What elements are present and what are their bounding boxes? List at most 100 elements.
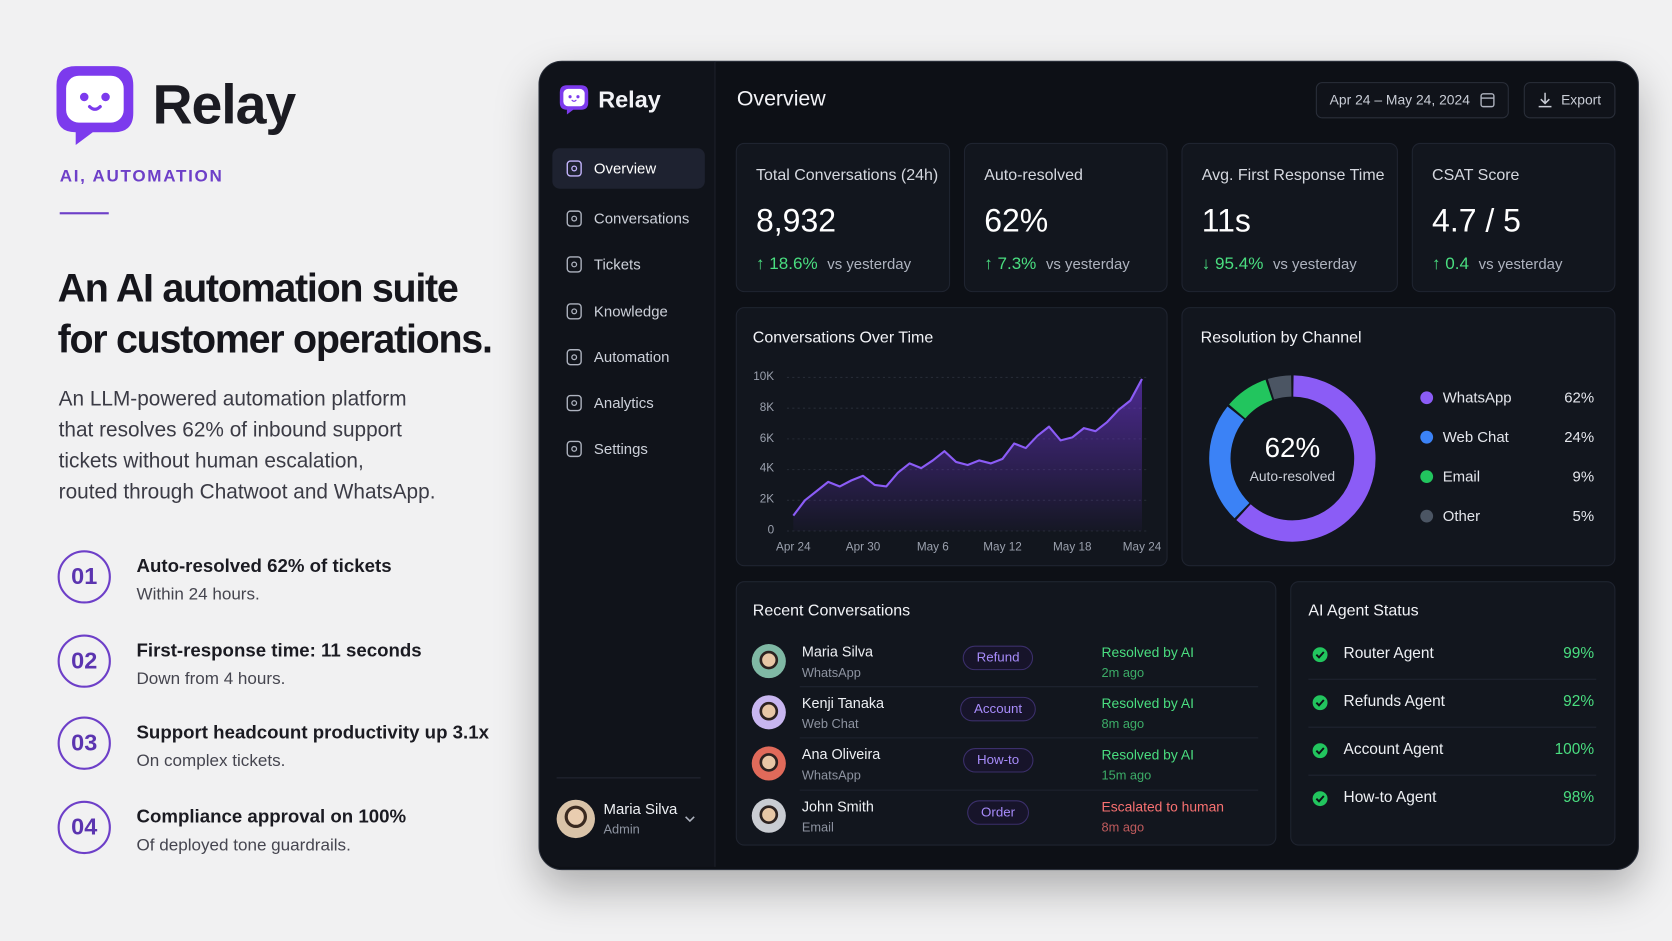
- agents-card: [1290, 581, 1616, 846]
- legend-swatch: [1420, 430, 1434, 444]
- description-line: routed through Chatwoot and WhatsApp.: [58, 480, 436, 504]
- agent-name: Account Agent: [1343, 741, 1444, 759]
- agent-value: 99%: [1563, 645, 1595, 663]
- kpi-label: CSAT Score: [1432, 166, 1520, 185]
- contact-name: Maria Silva: [801, 643, 874, 660]
- highlight-number: 03: [71, 729, 98, 756]
- highlight-subtitle: On complex tickets.: [136, 752, 286, 771]
- contact-avatar-face: [759, 701, 779, 721]
- legend-label: Other: [1442, 507, 1481, 525]
- nav-item[interactable]: Overview: [593, 159, 657, 177]
- sidebar-brand: Relay: [598, 86, 661, 113]
- date-range: Apr 24 – May 24, 2024: [1329, 91, 1470, 108]
- contact-channel: Web Chat: [801, 716, 859, 732]
- donut-center-label: 62%: [1264, 431, 1321, 464]
- kpi-card: [1181, 142, 1398, 293]
- chart-title: Conversations Over Time: [752, 328, 934, 347]
- export-button[interactable]: [1523, 82, 1616, 119]
- highlight-title: First-response time: 11 seconds: [136, 639, 422, 661]
- logo-eye: [568, 95, 572, 99]
- conversation-status: Resolved by AI: [1101, 695, 1194, 712]
- kpi-label: Auto-resolved: [984, 166, 1083, 185]
- nav-item[interactable]: Knowledge: [593, 302, 668, 320]
- kpi-comparison: vs yesterday: [1478, 255, 1563, 273]
- highlight-subtitle: Of deployed tone guardrails.: [136, 836, 351, 855]
- kpi-delta: ↑ 7.3%: [984, 255, 1037, 274]
- status-check: [1312, 695, 1328, 711]
- logo-smile: [87, 105, 102, 111]
- logo-inner: [563, 88, 585, 107]
- sidebar: [539, 61, 716, 867]
- contact-name: Ana Oliveira: [801, 746, 881, 763]
- nav-item[interactable]: Conversations: [593, 209, 690, 227]
- download-icon: [1538, 92, 1552, 108]
- legend-swatch: [1420, 509, 1434, 523]
- date-button[interactable]: [1315, 82, 1509, 119]
- logo-eye: [101, 92, 110, 102]
- highlight-subtitle: Within 24 hours.: [136, 585, 260, 604]
- contact-name: Kenji Tanaka: [801, 695, 885, 712]
- nav-icon-dot: [571, 261, 578, 268]
- agent-value: 92%: [1563, 693, 1595, 711]
- logo-smile: [571, 99, 577, 102]
- contact-name: John Smith: [801, 798, 874, 815]
- status-check-mark: [1315, 651, 1325, 659]
- kpi-comparison: vs yesterday: [827, 255, 912, 273]
- kpi-delta: ↑ 18.6%: [756, 255, 818, 274]
- nav-item[interactable]: Tickets: [593, 255, 641, 273]
- conversation-tag[interactable]: Account: [960, 696, 1037, 722]
- kpi-delta: ↑ 0.4: [1432, 255, 1470, 274]
- nav-icon-dot: [571, 215, 578, 222]
- nav-icon-dot: [571, 354, 578, 361]
- export-label: Export: [1561, 91, 1602, 108]
- kpi-delta-row: ↑ 0.4 vs yesterday: [1432, 254, 1562, 274]
- highlight-title: Compliance approval on 100%: [136, 805, 407, 827]
- nav-icon: [566, 160, 582, 177]
- status-check: [1312, 743, 1328, 759]
- conversation-time: 8m ago: [1101, 819, 1145, 835]
- status-check-mark: [1315, 699, 1325, 707]
- logo-icon: [559, 85, 589, 115]
- nav-icon: [566, 303, 582, 320]
- contact-channel: Email: [801, 819, 834, 835]
- conversation-time: 2m ago: [1101, 665, 1145, 681]
- nav-item[interactable]: Settings: [593, 439, 648, 458]
- legend-label: Web Chat: [1442, 428, 1509, 446]
- nav-item[interactable]: Automation: [593, 348, 670, 366]
- legend-value: 62%: [1564, 388, 1595, 406]
- x-tick-label: May 18: [1053, 541, 1092, 554]
- page-title: Overview: [736, 87, 826, 111]
- card-title: Recent Conversations: [752, 601, 911, 620]
- conversation-tag[interactable]: Order: [967, 800, 1029, 825]
- nav-active-bg[interactable]: [552, 148, 705, 189]
- legend-label: WhatsApp: [1442, 388, 1512, 406]
- area: [793, 378, 1143, 532]
- kpi-card: [1411, 142, 1616, 293]
- nav-icon: [566, 440, 582, 458]
- agent-name: How-to Agent: [1343, 789, 1437, 807]
- line: [792, 378, 1143, 517]
- conversation-tag[interactable]: Refund: [962, 645, 1034, 671]
- contact-channel: WhatsApp: [801, 665, 861, 681]
- highlight-badge: [57, 800, 111, 855]
- nav-icon: [566, 349, 582, 366]
- kpi-comparison: vs yesterday: [1272, 255, 1357, 273]
- nav-item[interactable]: Analytics: [593, 394, 654, 412]
- y-tick-label: 4K: [759, 462, 775, 476]
- headline: for customer operations.: [57, 317, 493, 362]
- highlight-badge: [57, 550, 111, 604]
- user-avatar-face: [564, 805, 587, 828]
- kpi-delta-row: ↑ 18.6% vs yesterday: [756, 254, 911, 274]
- kpi-label: Total Conversations (24h): [756, 166, 939, 185]
- highlight-number: 02: [71, 647, 98, 674]
- nav-icon: [566, 256, 582, 273]
- highlight-number: 04: [71, 813, 98, 841]
- conversation-tag[interactable]: How-to: [963, 748, 1034, 773]
- chart-title: Resolution by Channel: [1200, 328, 1362, 347]
- contact-avatar-face: [759, 753, 779, 772]
- user-name: Maria Silva: [603, 800, 678, 818]
- kpi-delta: ↓ 95.4%: [1201, 255, 1264, 274]
- kpi-comparison: vs yesterday: [1045, 255, 1130, 273]
- nav-icon-dot: [571, 165, 578, 172]
